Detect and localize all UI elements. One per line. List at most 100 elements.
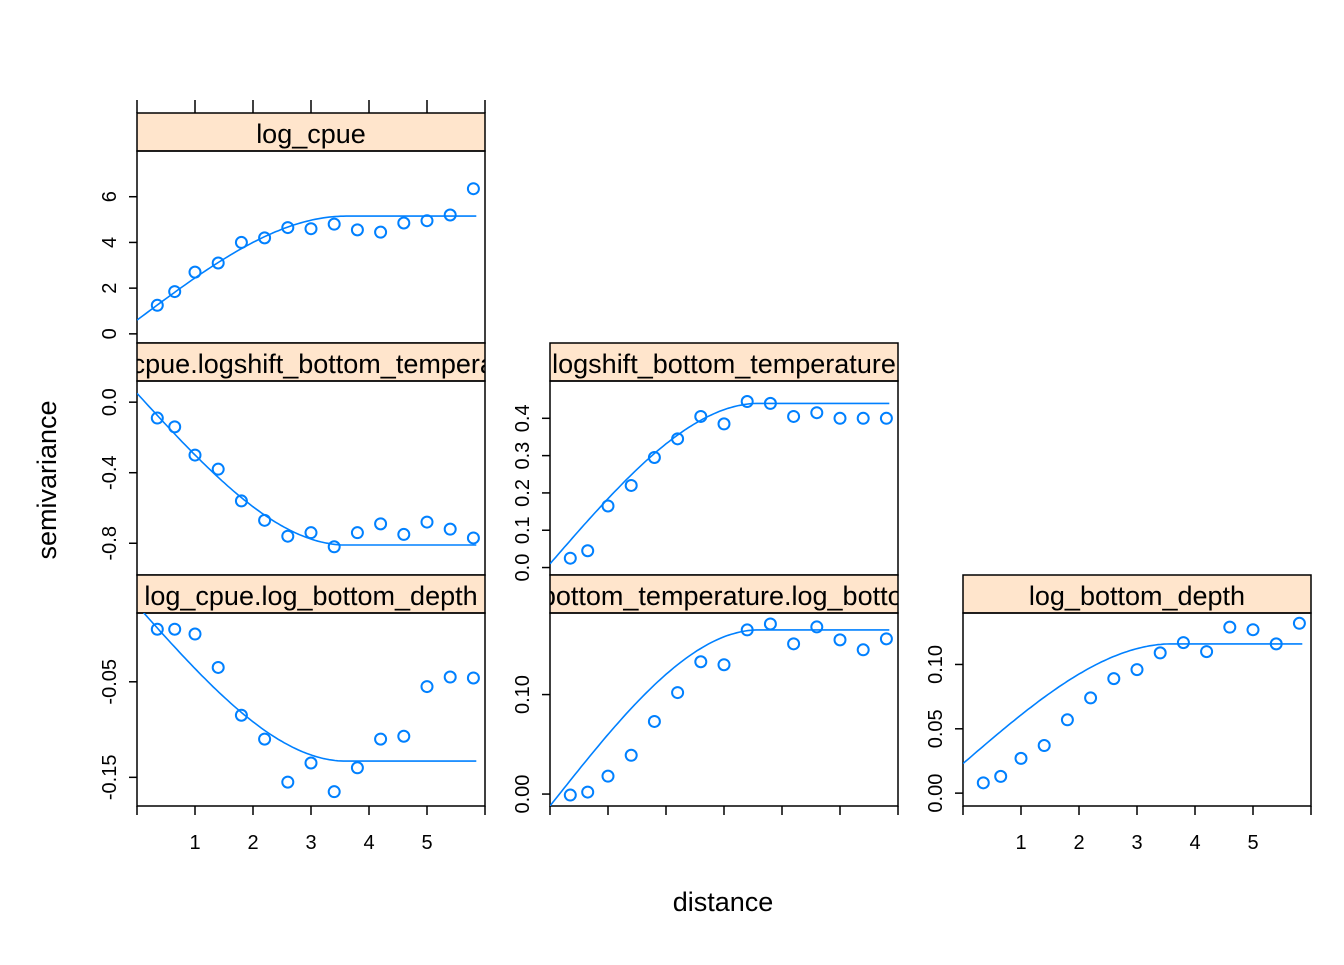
sample-variogram-point <box>281 529 295 543</box>
x-tick-label: 5 <box>421 832 432 854</box>
sample-variogram-point <box>833 411 847 425</box>
sample-variogram-point <box>281 775 295 789</box>
strip-label: logshift_bottom_temperature <box>552 349 896 379</box>
x-tick-label: 3 <box>305 832 316 854</box>
strip-background <box>136 574 486 614</box>
sample-variogram-point <box>281 221 295 235</box>
sample-variogram-point <box>763 396 777 410</box>
sample-variogram-point <box>581 785 595 799</box>
sample-variogram-point <box>350 223 364 237</box>
sample-variogram-point <box>1060 713 1074 727</box>
panel-2: log_cpue.logshift_bottom_temperature 0.0 -… <box>99 342 486 576</box>
strip-label: log_bottom_depth <box>1029 581 1245 611</box>
sample-variogram-point <box>763 617 777 631</box>
sample-variogram-point <box>466 671 480 685</box>
y-tick-label: 0.1 <box>512 516 534 544</box>
sample-variogram-point <box>1153 646 1167 660</box>
y-tick-label: 0.3 <box>512 442 534 470</box>
y-tick-label: 0.0 <box>99 388 121 416</box>
sample-variogram-point <box>327 540 341 554</box>
sample-variogram-point <box>671 686 685 700</box>
y-tick-label: 0.00 <box>512 775 534 814</box>
y-tick-label: 6 <box>99 191 121 202</box>
y-tick-label: 0.0 <box>512 554 534 582</box>
y-tick-label: 0 <box>99 328 121 339</box>
strip-label: logshift_bottom_temperature.log_bottom_d… <box>440 581 1007 611</box>
sample-variogram-point <box>350 526 364 540</box>
sample-variogram-point <box>856 411 870 425</box>
sample-variogram-point <box>466 531 480 545</box>
panel-3: logshift_bottom_temperature 0.0 0.1 0.2 0.3 0… <box>512 342 899 582</box>
y-tick-label: 0.4 <box>512 404 534 432</box>
x-tick-label: 5 <box>1247 832 1258 854</box>
sample-variogram-point <box>150 411 164 425</box>
sample-variogram-point <box>994 769 1008 783</box>
panel-4: log_cpue.log_bottom_depth -0.05 -0.15 1 2 3 4 5 <box>99 574 486 854</box>
sample-variogram-point <box>740 395 754 409</box>
panel-frame <box>136 150 486 344</box>
fitted-model-line <box>137 215 477 321</box>
strip-label: log_cpue <box>256 119 366 149</box>
y-tick-label: -0.4 <box>99 455 121 489</box>
sample-variogram-point <box>443 522 457 536</box>
sample-variogram-point <box>258 513 272 527</box>
sample-variogram-point <box>374 732 388 746</box>
sample-variogram-point <box>694 655 708 669</box>
sample-variogram-point <box>397 729 411 743</box>
sample-variogram-point <box>211 256 225 270</box>
sample-variogram-point <box>787 637 801 651</box>
x-tick-label: 4 <box>1189 832 1200 854</box>
sample-variogram-point <box>1084 691 1098 705</box>
strip-background <box>136 112 486 152</box>
sample-variogram-point <box>443 670 457 684</box>
sample-variogram-point <box>304 222 318 236</box>
sample-variogram-point <box>397 216 411 230</box>
sample-variogram-point <box>1200 645 1214 659</box>
sample-variogram-point <box>234 708 248 722</box>
panel-frame <box>962 612 1312 807</box>
y-tick-label: -0.8 <box>99 526 121 560</box>
sample-variogram-point <box>211 660 225 674</box>
x-tick-label: 4 <box>363 832 374 854</box>
sample-variogram-point <box>234 494 248 508</box>
x-axis-label: distance <box>673 887 774 917</box>
panel-frame <box>136 612 486 807</box>
sample-variogram-point <box>168 622 182 636</box>
y-tick-label: -0.15 <box>99 755 121 801</box>
sample-variogram-point <box>443 208 457 222</box>
sample-variogram-point <box>624 748 638 762</box>
sample-variogram-point <box>1014 751 1028 765</box>
sample-variogram-point <box>188 448 202 462</box>
sample-variogram-point <box>420 214 434 228</box>
sample-variogram-point <box>787 409 801 423</box>
panel-1: log_cpue 0 2 4 6 <box>99 100 486 344</box>
strip-background <box>549 574 899 614</box>
x-tick-label: 2 <box>247 832 258 854</box>
sample-variogram-point <box>258 231 272 245</box>
y-tick-label: -0.05 <box>99 659 121 705</box>
sample-variogram-point <box>327 217 341 231</box>
y-tick-label: 0.00 <box>925 774 947 813</box>
sample-variogram-point <box>374 517 388 531</box>
sample-variogram-point <box>563 551 577 565</box>
sample-variogram-point <box>976 776 990 790</box>
sample-variogram-point <box>304 526 318 540</box>
sample-variogram-point <box>879 632 893 646</box>
sample-variogram-point <box>647 450 661 464</box>
sample-variogram-point <box>717 417 731 431</box>
sample-variogram-point <box>466 182 480 196</box>
y-tick-label: 0.05 <box>925 709 947 748</box>
sample-variogram-point <box>350 761 364 775</box>
sample-variogram-point <box>671 432 685 446</box>
sample-variogram-point <box>188 627 202 641</box>
panel-6: log_bottom_depth 0.00 0.05 0.10 1 2 3 4 5 <box>925 574 1312 854</box>
panel-5: logshift_bottom_temperature.log_bottom_d… <box>440 574 1007 815</box>
sample-variogram-point <box>601 499 615 513</box>
sample-variogram-point <box>374 225 388 239</box>
panel-frame <box>136 380 486 576</box>
sample-variogram-point <box>856 643 870 657</box>
sample-variogram-point <box>1130 663 1144 677</box>
strip-background <box>136 342 486 382</box>
sample-variogram-point <box>810 406 824 420</box>
